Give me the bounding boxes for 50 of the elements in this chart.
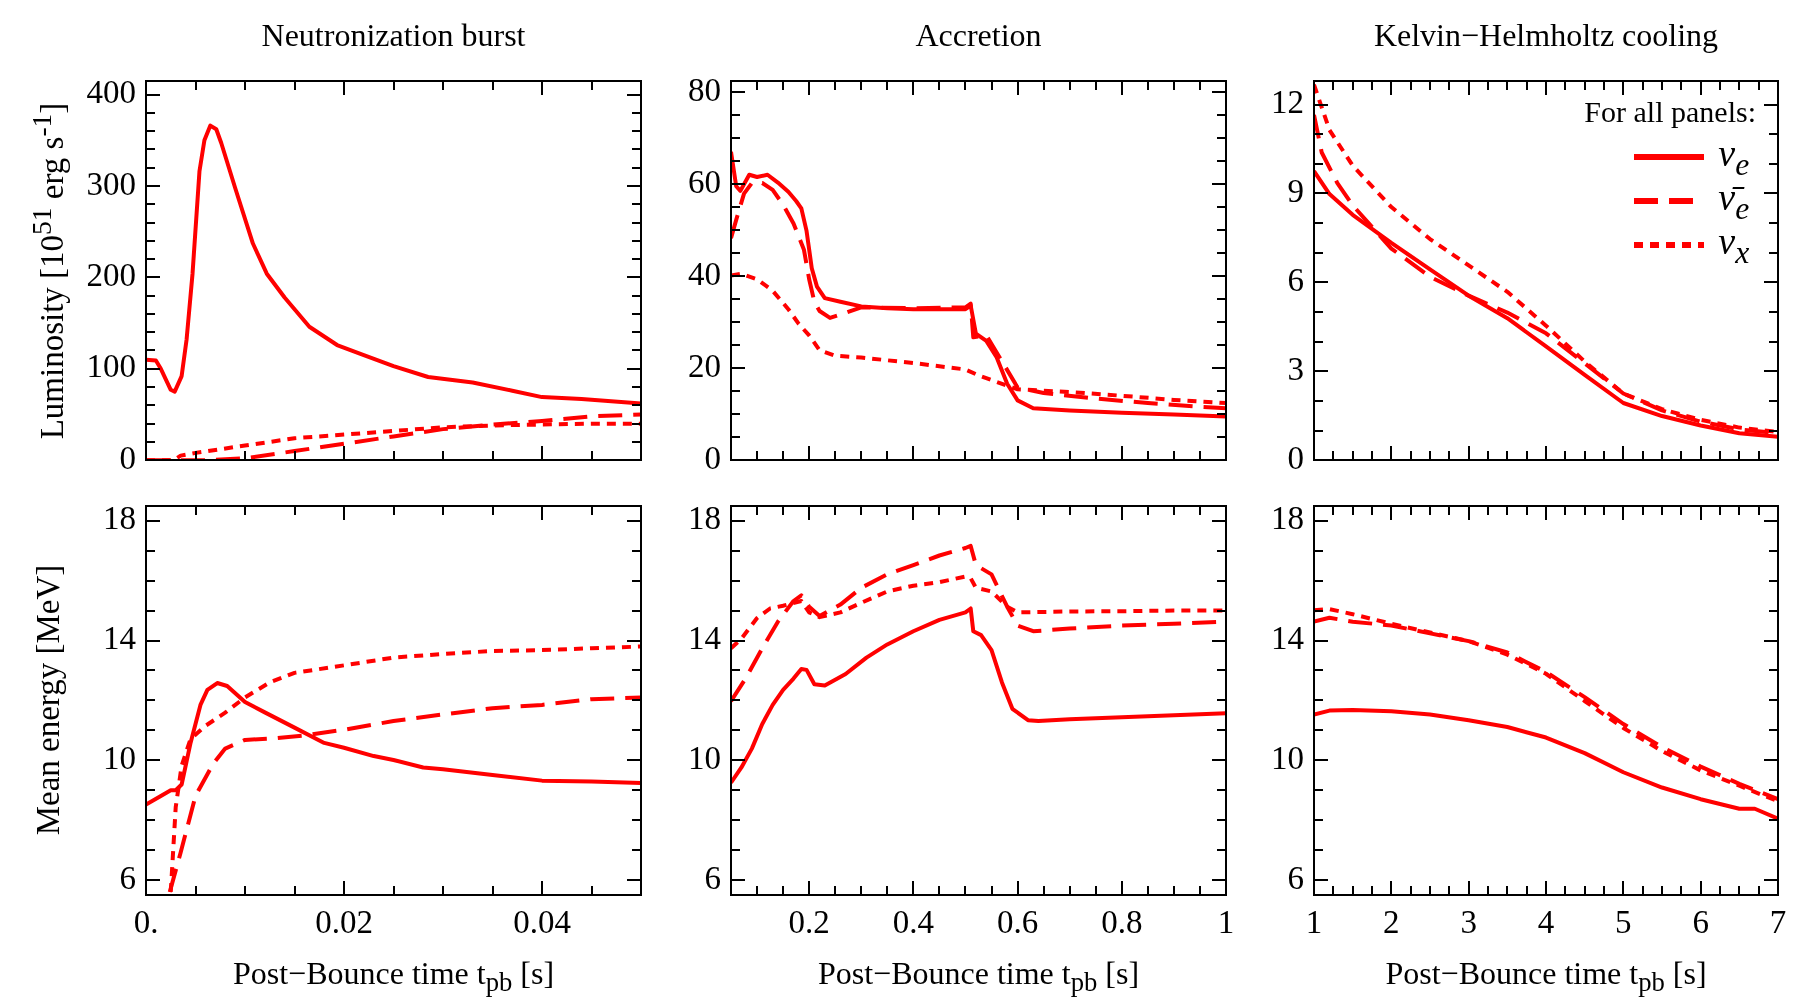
y-tick-label: 0 [1287,439,1304,476]
x-tick-label: 0.2 [788,904,830,941]
x-tick-label: 6 [1692,904,1709,941]
x-tick-label: 1 [1305,904,1323,941]
x-tick-label: 0.8 [1101,904,1143,941]
y-tick-label: 400 [86,74,136,111]
y-tick-label: 40 [688,255,721,292]
x-tick-label: 1 [1217,904,1235,941]
y-tick-label: 10 [1271,739,1304,776]
y-tick-label: 60 [688,163,721,200]
y-tick-label: 6 [1287,859,1304,896]
y-tick-label: 0 [119,439,136,476]
y-axis-title: Mean energy [MeV] [29,565,66,836]
chart-title: Accretion [915,16,1042,53]
chart-title: Kelvin−Helmholtz cooling [1373,16,1719,53]
y-tick-label: 6 [119,859,136,896]
y-tick-label: 200 [86,257,136,294]
y-tick-label: 14 [1271,620,1304,657]
y-tick-label: 0 [704,439,721,476]
x-tick-label: 5 [1615,904,1632,941]
y-tick-label: 3 [1287,350,1304,387]
x-tick-label: 0. [133,904,159,941]
x-tick-label: 3 [1460,904,1477,941]
x-tick-label: 4 [1537,904,1555,941]
x-tick-label: 0.04 [513,904,571,941]
legend-title: For all panels: [1584,94,1756,129]
y-tick-label: 10 [688,739,721,776]
y-tick-label: 9 [1287,173,1304,210]
y-tick-label: 14 [688,620,721,657]
y-tick-label: 100 [86,348,136,385]
y-tick-label: 6 [1287,262,1304,299]
y-tick-label: 6 [704,859,721,896]
y-tick-label: 20 [688,347,721,384]
y-tick-label: 18 [103,500,136,537]
x-tick-label: 2 [1383,904,1400,941]
chart-title: Neutronization burst [261,16,526,53]
x-tick-label: 0.6 [996,904,1039,941]
y-tick-label: 80 [688,71,721,108]
y-tick-label: 14 [103,620,136,657]
y-tick-label: 18 [1271,500,1304,537]
x-tick-label: 7 [1769,904,1787,941]
x-tick-label: 0.02 [315,904,373,941]
x-tick-label: 0.4 [892,904,934,941]
y-tick-label: 12 [1271,84,1304,121]
y-tick-label: 10 [103,739,136,776]
x-axis-title: Post−Bounce time t$_{pb}$ [s] [232,955,555,998]
y-tick-label: 18 [688,500,721,537]
y-tick-label: 300 [86,165,136,202]
x-axis-title: Post−Bounce time t$_{pb}$ [s] [817,955,1140,998]
x-axis-title: Post−Bounce time t$_{pb}$ [s] [1385,955,1707,998]
